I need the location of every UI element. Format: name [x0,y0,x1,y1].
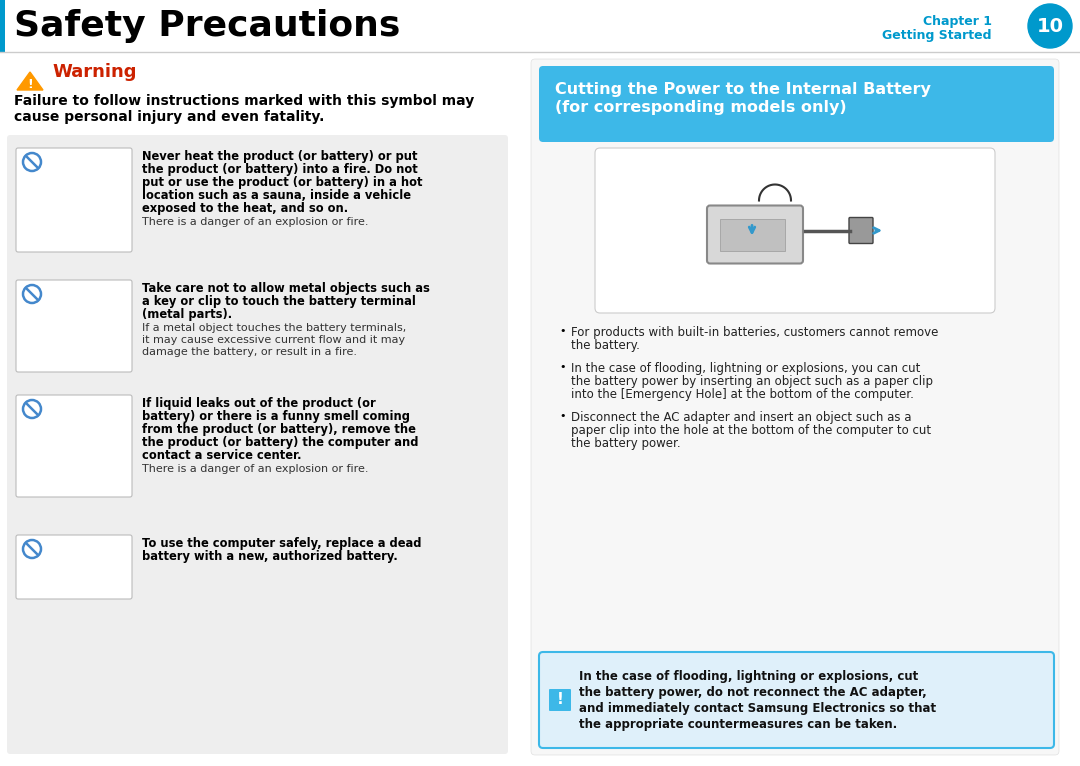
FancyBboxPatch shape [595,148,995,313]
FancyBboxPatch shape [16,395,132,497]
FancyBboxPatch shape [16,280,132,372]
FancyBboxPatch shape [549,689,571,711]
Text: paper clip into the hole at the bottom of the computer to cut: paper clip into the hole at the bottom o… [571,424,931,437]
Text: In the case of flooding, lightning or explosions, cut: In the case of flooding, lightning or ex… [579,670,918,683]
Text: the battery power.: the battery power. [571,437,680,450]
Text: 10: 10 [1037,17,1064,35]
FancyBboxPatch shape [707,205,804,264]
Text: the battery power by inserting an object such as a paper clip: the battery power by inserting an object… [571,375,933,388]
Text: Disconnect the AC adapter and insert an object such as a: Disconnect the AC adapter and insert an … [571,411,912,424]
Text: For products with built-in batteries, customers cannot remove: For products with built-in batteries, cu… [571,326,939,339]
FancyBboxPatch shape [531,59,1059,755]
Text: To use the computer safely, replace a dead: To use the computer safely, replace a de… [141,537,421,550]
Text: If a metal object touches the battery terminals,: If a metal object touches the battery te… [141,323,406,333]
Text: the product (or battery) the computer and: the product (or battery) the computer an… [141,436,419,449]
Text: from the product (or battery), remove the: from the product (or battery), remove th… [141,423,416,436]
Text: Warning: Warning [52,63,136,81]
Text: Failure to follow instructions marked with this symbol may: Failure to follow instructions marked wi… [14,94,474,108]
FancyBboxPatch shape [539,652,1054,748]
Text: contact a service center.: contact a service center. [141,449,301,462]
Text: into the [Emergency Hole] at the bottom of the computer.: into the [Emergency Hole] at the bottom … [571,388,914,401]
Text: put or use the product (or battery) in a hot: put or use the product (or battery) in a… [141,176,422,189]
Text: cause personal injury and even fatality.: cause personal injury and even fatality. [14,110,324,124]
Text: Take care not to allow metal objects such as: Take care not to allow metal objects suc… [141,282,430,295]
Text: the battery power, do not reconnect the AC adapter,: the battery power, do not reconnect the … [579,686,927,699]
Text: Safety Precautions: Safety Precautions [14,9,401,43]
Text: •: • [559,362,566,372]
Text: If liquid leaks out of the product (or: If liquid leaks out of the product (or [141,397,376,410]
Polygon shape [17,72,43,90]
Text: There is a danger of an explosion or fire.: There is a danger of an explosion or fir… [141,464,368,474]
Text: and immediately contact Samsung Electronics so that: and immediately contact Samsung Electron… [579,702,936,715]
Text: Cutting the Power to the Internal Battery: Cutting the Power to the Internal Batter… [555,82,931,97]
Text: Chapter 1: Chapter 1 [923,15,993,28]
Text: the battery.: the battery. [571,339,639,352]
Text: the product (or battery) into a fire. Do not: the product (or battery) into a fire. Do… [141,163,418,176]
Text: !: ! [556,692,564,708]
Text: •: • [559,411,566,421]
Text: There is a danger of an explosion or fire.: There is a danger of an explosion or fir… [141,217,368,227]
Text: •: • [559,326,566,336]
Circle shape [1028,4,1072,48]
FancyBboxPatch shape [539,66,1054,142]
Text: it may cause excessive current flow and it may: it may cause excessive current flow and … [141,335,405,345]
Text: damage the battery, or result in a fire.: damage the battery, or result in a fire. [141,347,357,357]
Text: Never heat the product (or battery) or put: Never heat the product (or battery) or p… [141,150,418,163]
Text: Getting Started: Getting Started [882,29,993,42]
FancyBboxPatch shape [16,535,132,599]
Text: (for corresponding models only): (for corresponding models only) [555,100,847,115]
Text: battery) or there is a funny smell coming: battery) or there is a funny smell comin… [141,410,410,423]
Text: battery with a new, authorized battery.: battery with a new, authorized battery. [141,550,397,563]
Text: location such as a sauna, inside a vehicle: location such as a sauna, inside a vehic… [141,189,411,202]
Text: In the case of flooding, lightning or explosions, you can cut: In the case of flooding, lightning or ex… [571,362,920,375]
FancyBboxPatch shape [6,135,508,754]
Text: a key or clip to touch the battery terminal: a key or clip to touch the battery termi… [141,295,416,308]
Text: exposed to the heat, and so on.: exposed to the heat, and so on. [141,202,348,215]
Text: !: ! [27,77,32,90]
FancyBboxPatch shape [849,218,873,244]
FancyBboxPatch shape [720,218,785,250]
FancyBboxPatch shape [0,0,5,52]
Text: the appropriate countermeasures can be taken.: the appropriate countermeasures can be t… [579,718,897,731]
FancyBboxPatch shape [16,148,132,252]
Text: (metal parts).: (metal parts). [141,308,232,321]
